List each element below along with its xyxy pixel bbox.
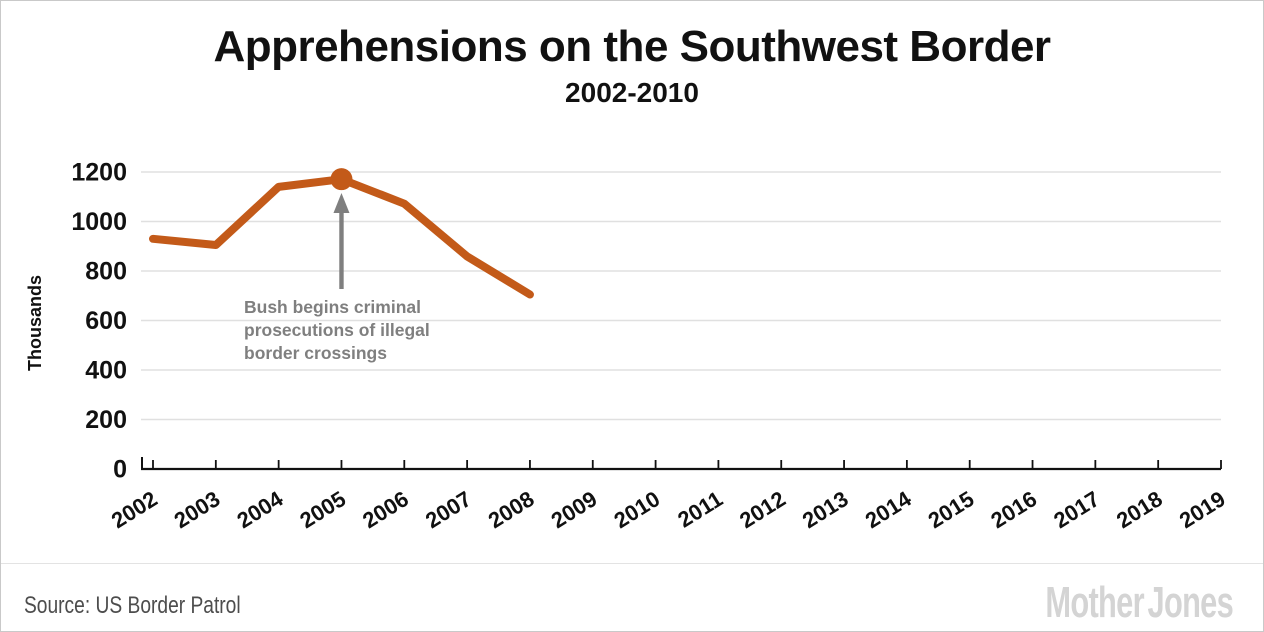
annotation-group: Bush begins criminal prosecutions of ille… [244,193,430,363]
x-axis-tick-label: 2018 [1112,486,1167,533]
peak-data-point-marker [330,168,353,191]
y-axis-title: Thousands [25,275,45,371]
annotation-text-line: Bush begins criminal [244,297,421,317]
x-axis-tick-label: 2007 [421,486,476,533]
arrow-up-icon [333,193,350,213]
x-axis-tick-label: 2004 [233,486,288,534]
x-axis-tick-label: 2008 [484,486,539,533]
x-axis-tick-labels: 2002 2003 2004 2005 2006 2007 2008 2009 2010 2011… [107,486,1230,534]
y-axis-tick-label: 400 [85,357,127,385]
y-axis-tick-label: 0 [113,456,127,484]
footer-divider [1,563,1263,564]
mother-jones-logo: Mother Jones [1045,578,1233,627]
chart-title: Apprehensions on the Southwest Border [213,22,1051,71]
y-axis-tick-label: 1200 [71,159,127,187]
x-axis-tick-label: 2016 [986,486,1041,533]
annotation-text-line: prosecutions of illegal [244,320,430,340]
y-axis-tick-label: 800 [85,258,127,286]
y-axis-tick-label: 200 [85,406,127,434]
y-axis-tick-label: 1000 [71,208,127,236]
x-axis-tick-label: 2009 [547,486,602,533]
source-credit: Source: US Border Patrol [24,592,241,619]
chart-svg: 0 200 400 600 800 1000 1200 Thousands 2002 2003… [25,159,1230,534]
x-axis-tick-label: 2012 [735,486,790,533]
annotation-text-line: border crossings [244,343,387,363]
x-axis-tick-label: 2013 [798,486,853,533]
x-axis-tick-label: 2014 [861,486,916,534]
x-axis-tick-label: 2003 [170,486,225,533]
x-axis-tick-label: 2017 [1049,486,1104,533]
y-axis-tick-labels: 0 200 400 600 800 1000 1200 [71,159,127,484]
x-axis [141,457,1222,471]
x-axis-tick-label: 2005 [295,486,350,533]
x-axis-tick-label: 2015 [924,486,979,533]
x-axis-tick-label: 2002 [107,486,162,533]
x-axis-tick-label: 2010 [609,486,664,533]
chart-subtitle: 2002-2010 [565,77,699,108]
x-axis-tick-label: 2011 [673,486,727,532]
x-axis-tick-label: 2006 [358,486,413,533]
x-axis-tick-label: 2019 [1175,486,1230,533]
gridlines [141,171,1221,421]
series-line-group [149,168,534,299]
arrow-shaft [339,211,344,289]
y-axis-tick-label: 600 [85,307,127,335]
